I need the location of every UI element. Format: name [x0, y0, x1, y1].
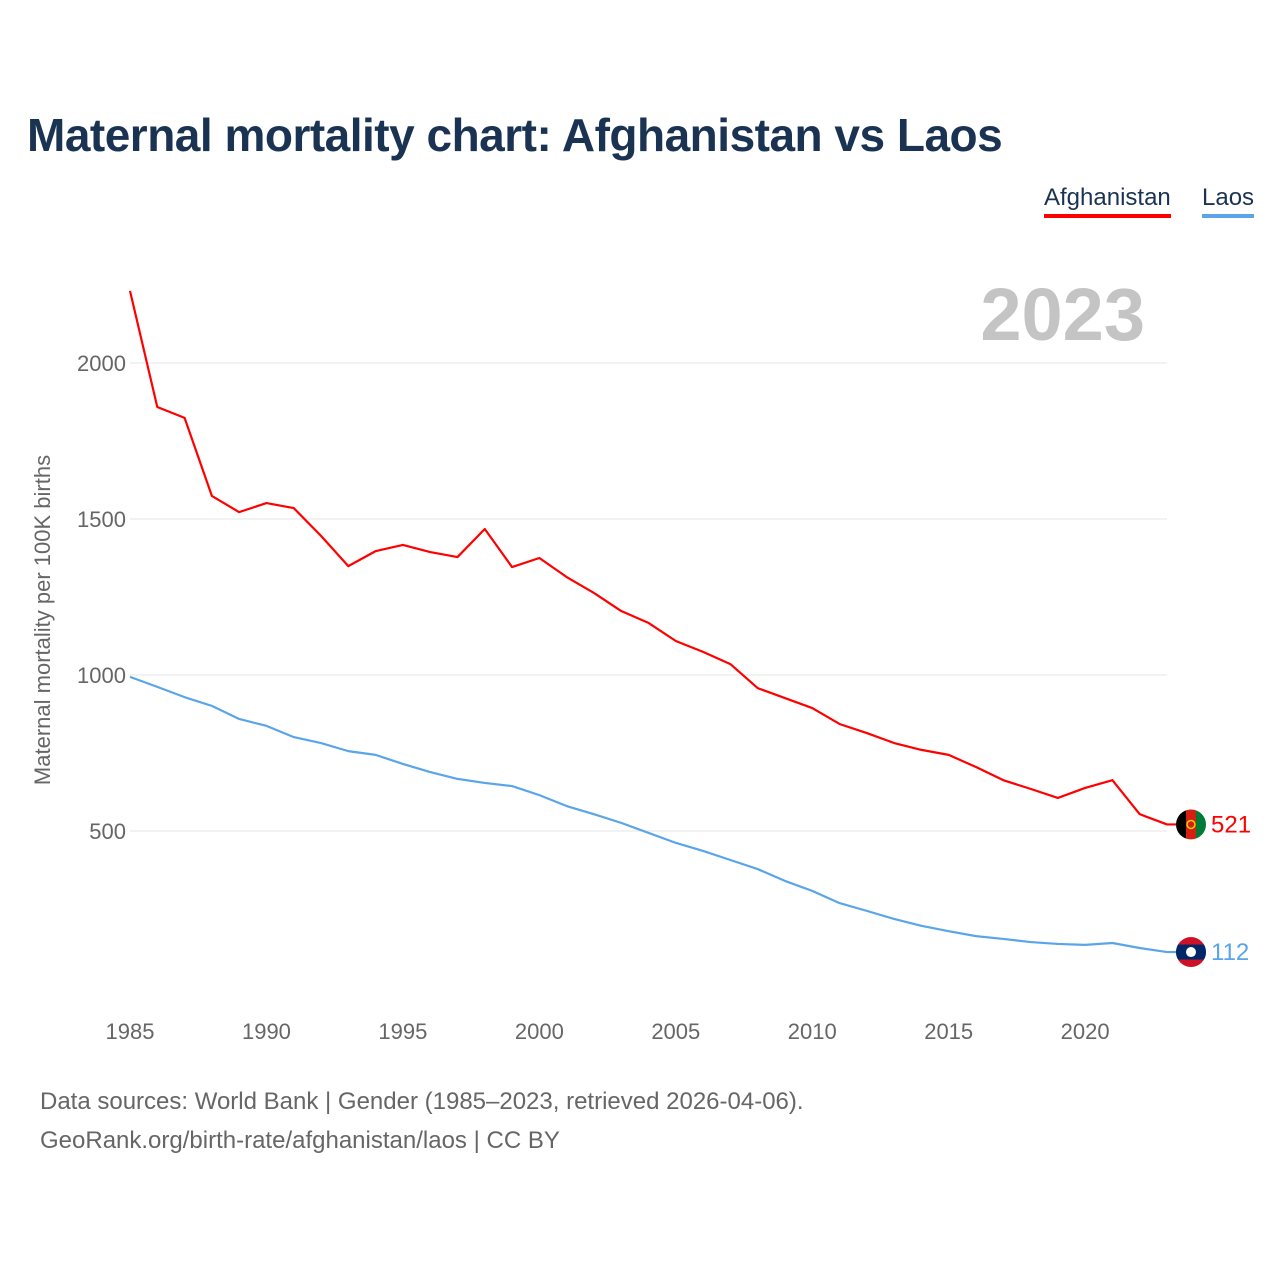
footer-link[interactable]: GeoRank.org/birth-rate/afghanistan/laos …	[40, 1127, 560, 1154]
legend-laos[interactable]: Laos	[1202, 184, 1255, 218]
x-tick-label: 1995	[378, 1019, 427, 1044]
x-tick-label: 2005	[651, 1019, 700, 1044]
end-value-label-laos: 112	[1211, 939, 1249, 966]
flag-body	[1176, 809, 1206, 840]
x-tick-label: 2010	[788, 1019, 837, 1044]
y-tick-label: 1500	[77, 507, 126, 532]
flag-stripe	[1196, 809, 1206, 840]
end-value-label-afghanistan: 521	[1211, 811, 1251, 838]
flag-emblem	[1186, 819, 1196, 830]
flag-body	[1176, 937, 1206, 968]
y-tick-label: 2000	[77, 351, 126, 376]
flag-afghanistan-icon	[1176, 809, 1206, 840]
footer-source: Data sources: World Bank | Gender (1985–…	[40, 1088, 804, 1115]
y-axis-label: Maternal mortality per 100K births	[30, 455, 55, 785]
x-tick-label: 2020	[1061, 1019, 1110, 1044]
flag-emblem	[1186, 947, 1196, 958]
x-tick-label: 1985	[106, 1019, 155, 1044]
flag-laos-icon	[1176, 937, 1206, 968]
x-tick-label: 1990	[242, 1019, 291, 1044]
flag-stripe	[1176, 809, 1186, 840]
series-line-afghanistan	[128, 290, 1191, 826]
x-tick-label: 2000	[515, 1019, 564, 1044]
y-tick-label: 1000	[77, 663, 126, 688]
y-tick-label: 500	[89, 819, 126, 844]
series-line-laos	[129, 675, 1191, 954]
year-watermark: 2023	[980, 273, 1145, 356]
chart-title: Maternal mortality chart: Afghanistan vs…	[27, 109, 1003, 161]
flag-stripe	[1186, 809, 1196, 840]
legend-afghanistan[interactable]: Afghanistan	[1044, 184, 1171, 218]
x-tick-label: 2015	[924, 1019, 973, 1044]
